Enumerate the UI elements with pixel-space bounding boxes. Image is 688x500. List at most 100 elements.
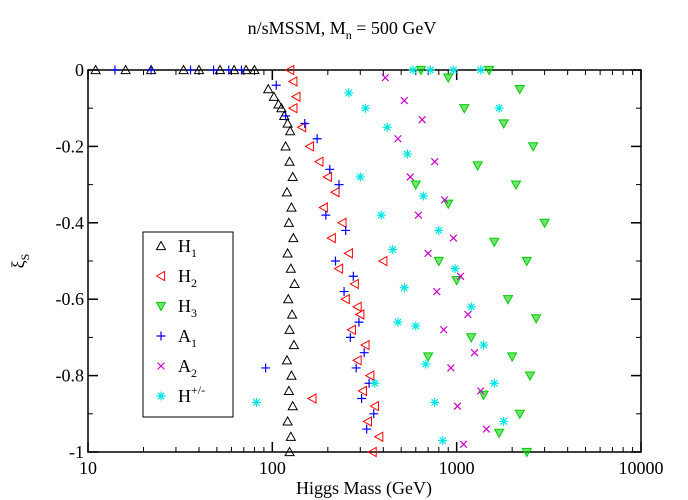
data-point-A2 xyxy=(440,196,449,204)
legend: H1 H2 H3 A1 A2 H+/- xyxy=(142,231,234,418)
data-point-Hpm xyxy=(399,283,409,293)
data-point-H2 xyxy=(354,309,365,320)
legend-label-H1: H1 xyxy=(178,236,197,260)
data-point-A1 xyxy=(325,164,335,174)
data-point-H1 xyxy=(286,308,298,319)
data-point-H2 xyxy=(306,393,317,404)
data-point-Hpm xyxy=(344,88,354,98)
data-point-A1 xyxy=(334,180,344,190)
data-point-H1 xyxy=(289,278,300,289)
data-point-H1 xyxy=(284,446,295,457)
data-point-H2 xyxy=(304,141,315,152)
data-point-A2 xyxy=(439,325,448,334)
data-point-H1 xyxy=(286,370,297,380)
data-point-A2 xyxy=(394,134,402,143)
data-point-A1 xyxy=(348,271,358,281)
data-point-H1 xyxy=(193,64,205,75)
data-point-A1 xyxy=(339,287,349,297)
data-point-A2 xyxy=(381,73,390,82)
data-point-A1 xyxy=(354,317,364,327)
data-point-H2 xyxy=(290,91,301,103)
data-point-H3 xyxy=(506,352,518,363)
data-point-Hpm xyxy=(388,245,398,255)
data-point-A1 xyxy=(271,80,281,90)
data-point-H3 xyxy=(493,428,505,439)
legend-marker-A1 xyxy=(156,331,166,341)
data-point-H2 xyxy=(313,156,324,168)
data-point-A1 xyxy=(345,332,355,342)
data-point-H1 xyxy=(283,217,295,227)
data-point-A1 xyxy=(224,65,234,75)
legend-label-A1: A1 xyxy=(178,326,197,350)
data-point-A1 xyxy=(261,363,271,373)
data-point-H1 xyxy=(178,64,189,75)
data-point-A1 xyxy=(351,363,361,373)
data-point-H2 xyxy=(367,446,377,458)
data-point-Hpm xyxy=(408,65,418,75)
data-point-A2 xyxy=(406,173,415,181)
data-point-H2 xyxy=(362,416,373,427)
data-point-H3 xyxy=(488,237,500,248)
data-point-H1 xyxy=(276,102,287,113)
data-point-Hpm xyxy=(393,317,403,327)
chart-title: n/sMSSM, Mn = 500 GeV xyxy=(248,18,437,42)
data-point-H2 xyxy=(349,278,359,290)
y-axis-ticks: 0 -0.2 -0.4 -0.6 -0.8 -1 xyxy=(56,60,641,462)
data-point-H2 xyxy=(352,301,362,313)
data-point-H1 xyxy=(286,201,297,212)
data-point-H2 xyxy=(357,385,368,397)
data-point-H3 xyxy=(422,352,434,363)
data-point-H3 xyxy=(502,295,514,305)
y-tick-label: -0.2 xyxy=(56,136,85,156)
data-point-A2 xyxy=(459,440,468,449)
data-point-H3 xyxy=(514,409,526,420)
data-point-A1 xyxy=(359,348,369,358)
data-point-H3 xyxy=(510,180,522,191)
data-point-H2 xyxy=(346,324,356,336)
data-point-H1 xyxy=(249,64,260,75)
data-point-H1 xyxy=(268,91,280,101)
data-point-H3 xyxy=(442,199,454,210)
data-point-H1 xyxy=(262,83,274,94)
data-point-A1 xyxy=(209,65,219,75)
legend-box xyxy=(142,231,234,418)
data-point-H2 xyxy=(352,354,362,366)
data-point-Hpm xyxy=(251,397,261,407)
y-tick-label: -0.8 xyxy=(56,366,85,386)
data-point-H1 xyxy=(287,171,299,182)
data-point-A2 xyxy=(456,272,465,281)
data-point-H1 xyxy=(284,125,296,136)
legend-label-H3: H3 xyxy=(178,296,197,320)
legend-marker-Hpm xyxy=(156,391,166,401)
data-point-Hpm xyxy=(430,397,440,407)
data-point-A2 xyxy=(424,249,432,258)
data-point-A1 xyxy=(312,134,322,144)
data-point-H2 xyxy=(284,64,295,76)
data-point-A1 xyxy=(281,111,291,121)
data-point-H3 xyxy=(415,65,427,76)
x-tick-label: 100 xyxy=(259,458,286,478)
y-tick-label: -0.6 xyxy=(56,289,85,309)
data-point-A2 xyxy=(464,310,472,319)
data-point-H1 xyxy=(282,247,293,258)
data-point-H1 xyxy=(281,354,293,365)
data-point-H3 xyxy=(524,371,536,382)
data-point-Hpm xyxy=(360,103,370,113)
legend-label-A2: A2 xyxy=(178,356,197,380)
data-point-Hpm xyxy=(376,210,386,220)
data-point-H3 xyxy=(472,161,484,172)
data-point-A2 xyxy=(476,387,485,395)
data-point-Hpm xyxy=(411,321,421,331)
data-point-A1 xyxy=(362,424,372,434)
data-point-H3 xyxy=(465,333,477,343)
legend-marker-H2 xyxy=(155,270,166,282)
y-tick-label: -0.4 xyxy=(56,213,85,233)
data-point-H2 xyxy=(364,370,375,381)
data-point-Hpm xyxy=(479,340,489,350)
data-point-H1 xyxy=(283,385,295,395)
data-point-A1 xyxy=(186,65,196,75)
data-point-A2 xyxy=(449,234,458,242)
data-point-H3 xyxy=(458,104,470,114)
data-point-H1 xyxy=(287,232,299,243)
chart-title-main: n/sMSSM, M xyxy=(248,18,346,38)
